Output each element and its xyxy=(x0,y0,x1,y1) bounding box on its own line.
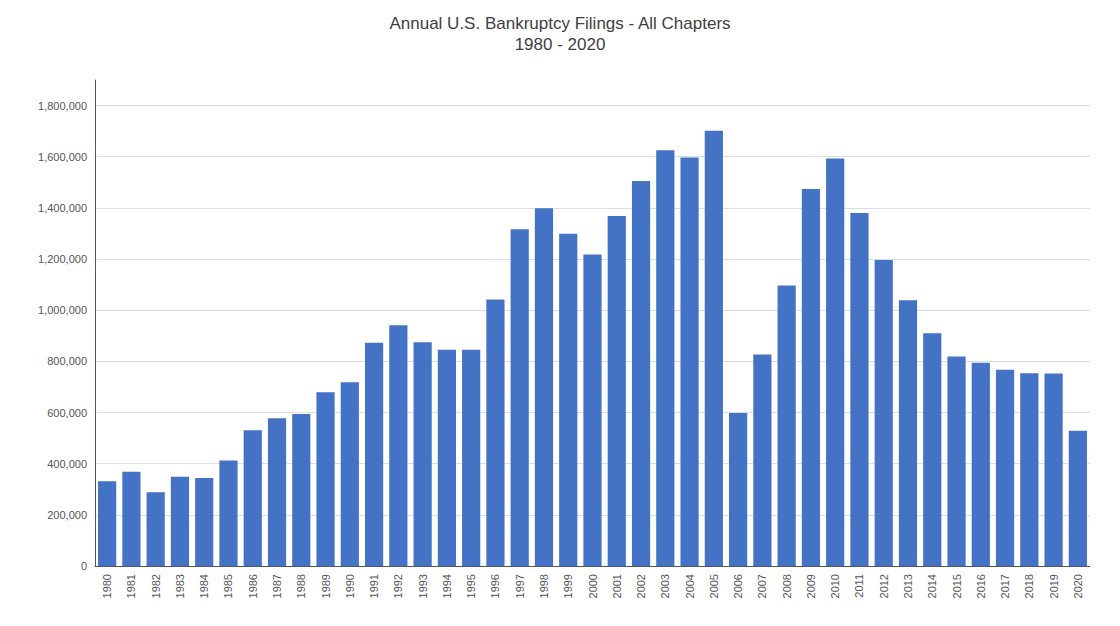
svg-text:1989: 1989 xyxy=(320,574,332,598)
svg-text:1986: 1986 xyxy=(247,574,259,598)
svg-text:1983: 1983 xyxy=(174,574,186,598)
svg-text:2004: 2004 xyxy=(684,574,696,598)
svg-text:1995: 1995 xyxy=(465,574,477,598)
svg-text:2005: 2005 xyxy=(708,574,720,598)
svg-text:1996: 1996 xyxy=(489,574,501,598)
svg-text:2008: 2008 xyxy=(781,574,793,598)
svg-text:1997: 1997 xyxy=(514,574,526,598)
svg-text:2017: 2017 xyxy=(999,574,1011,598)
svg-text:1984: 1984 xyxy=(198,574,210,598)
svg-text:1991: 1991 xyxy=(368,574,380,598)
svg-text:1987: 1987 xyxy=(271,574,283,598)
svg-text:1981: 1981 xyxy=(125,574,137,598)
svg-text:2013: 2013 xyxy=(902,574,914,598)
svg-text:1982: 1982 xyxy=(150,574,162,598)
svg-text:2010: 2010 xyxy=(829,574,841,598)
svg-text:0: 0 xyxy=(81,560,87,572)
svg-text:2007: 2007 xyxy=(756,574,768,598)
svg-text:1980 - 2020: 1980 - 2020 xyxy=(515,35,606,54)
svg-text:2001: 2001 xyxy=(611,574,623,598)
svg-text:400,000: 400,000 xyxy=(47,458,87,470)
svg-text:2014: 2014 xyxy=(926,574,938,598)
svg-text:2011: 2011 xyxy=(853,574,865,598)
svg-text:1998: 1998 xyxy=(538,574,550,598)
svg-text:2003: 2003 xyxy=(659,574,671,598)
svg-text:2020: 2020 xyxy=(1072,574,1084,598)
svg-text:1994: 1994 xyxy=(441,574,453,598)
svg-text:2002: 2002 xyxy=(635,574,647,598)
svg-text:2016: 2016 xyxy=(975,574,987,598)
svg-text:2015: 2015 xyxy=(951,574,963,598)
svg-text:1993: 1993 xyxy=(417,574,429,598)
svg-text:1,200,000: 1,200,000 xyxy=(38,253,87,265)
svg-text:2019: 2019 xyxy=(1048,574,1060,598)
svg-text:1990: 1990 xyxy=(344,574,356,598)
svg-text:2012: 2012 xyxy=(878,574,890,598)
svg-text:2006: 2006 xyxy=(732,574,744,598)
svg-text:2000: 2000 xyxy=(587,574,599,598)
svg-text:1985: 1985 xyxy=(222,574,234,598)
svg-text:1,400,000: 1,400,000 xyxy=(38,202,87,214)
svg-text:600,000: 600,000 xyxy=(47,407,87,419)
svg-text:1988: 1988 xyxy=(295,574,307,598)
svg-text:1999: 1999 xyxy=(562,574,574,598)
svg-text:1,600,000: 1,600,000 xyxy=(38,151,87,163)
svg-text:1992: 1992 xyxy=(392,574,404,598)
svg-text:800,000: 800,000 xyxy=(47,355,87,367)
svg-text:2009: 2009 xyxy=(805,574,817,598)
svg-text:1980: 1980 xyxy=(101,574,113,598)
svg-text:2018: 2018 xyxy=(1023,574,1035,598)
svg-text:200,000: 200,000 xyxy=(47,509,87,521)
svg-text:1,000,000: 1,000,000 xyxy=(38,304,87,316)
svg-text:1,800,000: 1,800,000 xyxy=(38,100,87,112)
svg-text:Annual U.S. Bankruptcy Filings: Annual U.S. Bankruptcy Filings - All Cha… xyxy=(389,14,730,33)
